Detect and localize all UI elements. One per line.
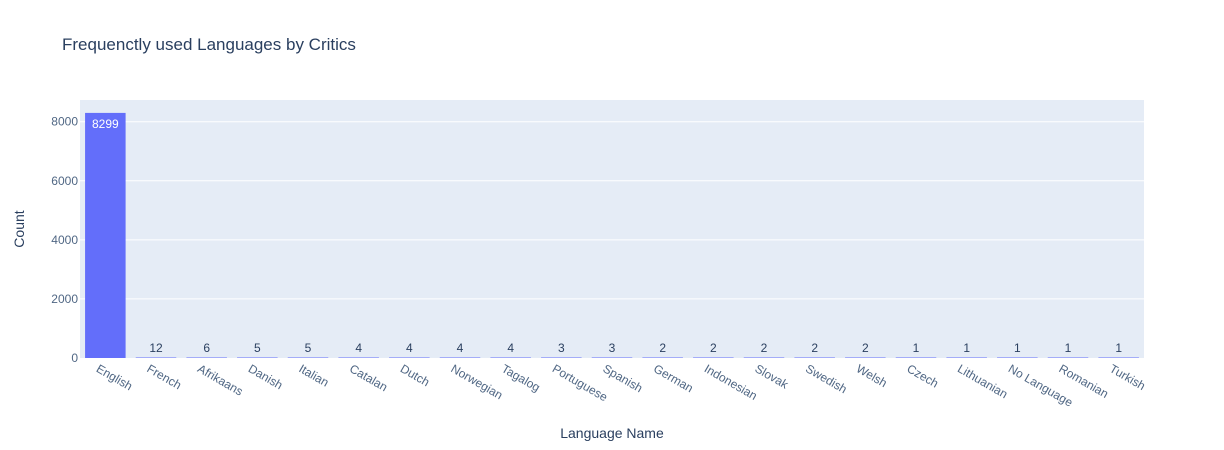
bar bbox=[591, 357, 633, 358]
bar bbox=[389, 357, 430, 358]
data-label: 12 bbox=[149, 341, 163, 355]
data-label: 5 bbox=[305, 341, 312, 355]
x-axis-title: Language Name bbox=[560, 425, 664, 441]
x-tick-label: Afrikaans bbox=[195, 361, 245, 398]
data-label: 2 bbox=[811, 341, 818, 355]
x-tick-label: Catalan bbox=[347, 361, 390, 394]
data-label: 2 bbox=[761, 341, 768, 355]
bar bbox=[642, 357, 683, 358]
y-axis-title: Count bbox=[11, 210, 27, 247]
x-tick-label: Dutch bbox=[398, 361, 432, 389]
bar bbox=[237, 357, 278, 358]
data-label: 2 bbox=[659, 341, 666, 355]
plot-area bbox=[80, 100, 1144, 358]
x-tick-label: Norwegian bbox=[449, 361, 506, 402]
bar bbox=[845, 357, 886, 358]
y-tick-label: 6000 bbox=[51, 174, 78, 188]
bar bbox=[743, 357, 785, 358]
data-label: 2 bbox=[710, 341, 717, 355]
x-tick-label: Slovak bbox=[753, 361, 792, 392]
x-tick-label: Swedish bbox=[803, 361, 849, 396]
y-tick-label: 0 bbox=[71, 351, 78, 365]
bar bbox=[794, 357, 835, 358]
bar bbox=[997, 357, 1038, 358]
data-label: 4 bbox=[406, 341, 413, 355]
data-label: 3 bbox=[609, 341, 616, 355]
bar bbox=[186, 357, 227, 358]
bar bbox=[693, 357, 734, 358]
x-tick-label: Tagalog bbox=[499, 361, 542, 394]
bar bbox=[946, 357, 987, 358]
data-label: 4 bbox=[457, 341, 464, 355]
bar bbox=[338, 357, 379, 358]
bar bbox=[135, 357, 177, 358]
bar bbox=[85, 112, 126, 358]
data-label: 2 bbox=[862, 341, 869, 355]
x-tick-label: Czech bbox=[905, 361, 941, 390]
y-tick-label: 2000 bbox=[51, 292, 78, 306]
data-label: 3 bbox=[558, 341, 565, 355]
data-label: 1 bbox=[1014, 341, 1021, 355]
bar bbox=[895, 357, 937, 358]
bar bbox=[541, 357, 582, 358]
x-tick-label: Italian bbox=[297, 361, 332, 389]
data-label: 6 bbox=[203, 341, 210, 355]
x-tick-label: English bbox=[94, 361, 135, 393]
x-tick-label: Turkish bbox=[1107, 361, 1148, 393]
data-label: 5 bbox=[254, 341, 261, 355]
x-tick-label: French bbox=[145, 361, 184, 392]
grid-lines bbox=[80, 121, 1144, 300]
x-tick-label: Lithuanian bbox=[955, 361, 1010, 401]
data-labels: 8299 12 6 5 5 4 4 4 4 3 3 2 2 2 2 2 1 1 1 1 1 bbox=[92, 117, 1122, 355]
data-label: 4 bbox=[507, 341, 514, 355]
data-label: 1 bbox=[1115, 341, 1122, 355]
y-tick-label: 8000 bbox=[51, 115, 78, 129]
data-label: 8299 bbox=[92, 117, 119, 131]
x-tick-label: German bbox=[651, 361, 696, 395]
chart-title: Frequenctly used Languages by Critics bbox=[62, 35, 356, 54]
x-tick-label: Indonesian bbox=[702, 361, 760, 402]
bars bbox=[85, 112, 1139, 358]
data-label: 1 bbox=[963, 341, 970, 355]
bar bbox=[1098, 357, 1139, 358]
bar bbox=[439, 357, 481, 358]
data-label: 1 bbox=[913, 341, 920, 355]
bar bbox=[1047, 357, 1089, 358]
bar bbox=[490, 357, 531, 358]
y-tick-label: 4000 bbox=[51, 233, 78, 247]
y-axis-ticks: 0 2000 4000 6000 8000 bbox=[51, 115, 78, 365]
x-tick-label: Portuguese bbox=[550, 361, 610, 404]
data-label: 4 bbox=[355, 341, 362, 355]
x-tick-label: Welsh bbox=[854, 361, 890, 390]
bar bbox=[287, 357, 329, 358]
x-tick-label: Danish bbox=[246, 361, 285, 392]
x-axis-ticks: English French Afrikaans Danish Italian Catal… bbox=[94, 361, 1148, 409]
data-label: 1 bbox=[1065, 341, 1072, 355]
